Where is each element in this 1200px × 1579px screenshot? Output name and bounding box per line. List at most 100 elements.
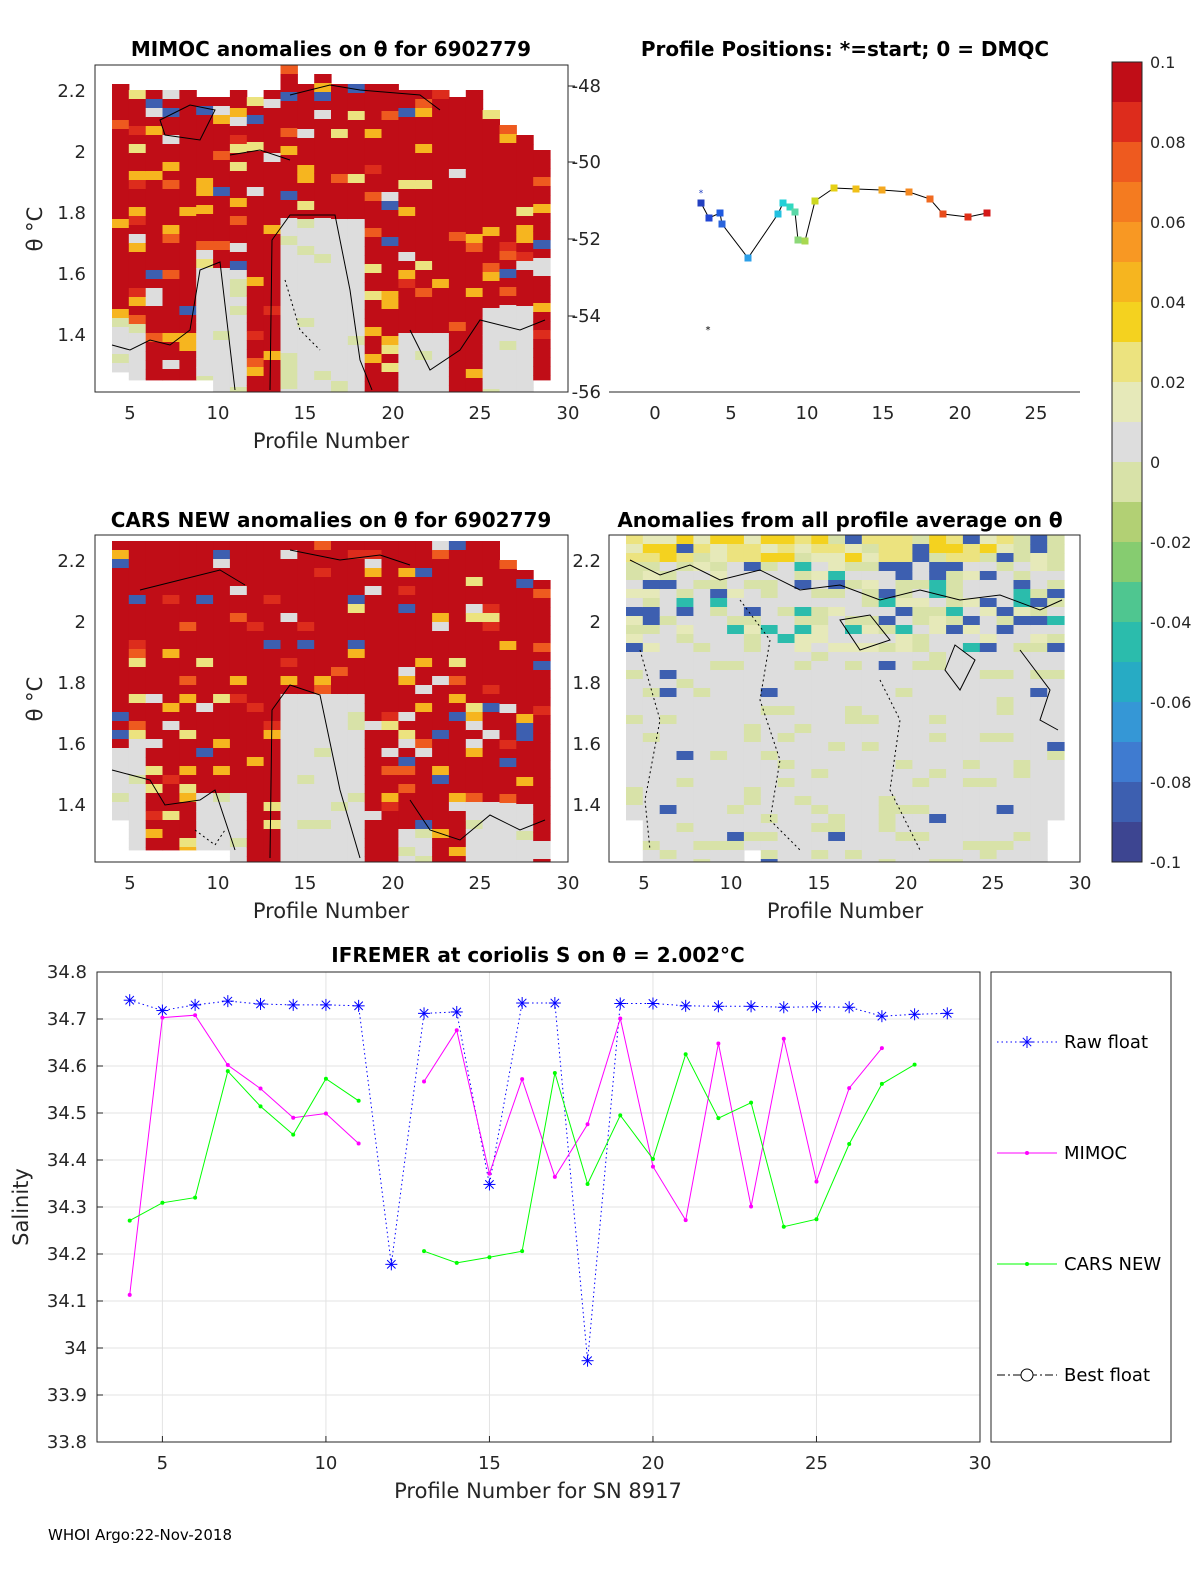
anomaly-cell (659, 823, 678, 833)
anomaly-cell (381, 640, 399, 650)
anomaly-cell (448, 631, 467, 641)
anomaly-cell (760, 769, 779, 779)
anomaly-cell (929, 796, 947, 806)
anomaly-cell (811, 769, 829, 779)
anomaly-cell (381, 111, 399, 121)
anomaly-cell (145, 360, 164, 370)
anomaly-cell (297, 712, 315, 722)
anomaly-cell (878, 724, 897, 734)
anomaly-cell (314, 793, 332, 803)
anomaly-cell (347, 856, 366, 863)
anomaly-cell (710, 661, 728, 671)
anomaly-cell (196, 124, 214, 134)
anomaly-cell (533, 222, 551, 232)
anomaly-cell (962, 553, 981, 563)
anomaly-cell (128, 757, 147, 767)
anomaly-cell (516, 270, 534, 280)
anomaly-cell (246, 133, 265, 143)
anomaly-cell (128, 676, 147, 686)
anomaly-cell (280, 119, 298, 129)
anomaly-cell (331, 129, 349, 139)
raw-float-point (777, 1001, 790, 1014)
anomaly-cell (145, 784, 164, 794)
anomaly-cell (415, 775, 433, 785)
anomaly-cell (432, 775, 450, 785)
anomaly-cell (516, 660, 534, 670)
anomaly-cell (128, 685, 147, 695)
anomaly-cell (280, 631, 298, 641)
anomaly-cell (314, 586, 332, 596)
anomaly-cell (962, 859, 981, 863)
anomaly-cell (659, 832, 678, 842)
anomaly-cell (676, 697, 694, 707)
anomaly-cell (280, 227, 298, 237)
anomaly-cell (179, 622, 197, 632)
anomaly-cell (246, 829, 265, 839)
anomaly-cell (162, 640, 180, 650)
anomaly-cell (145, 811, 164, 821)
anomaly-cell (246, 304, 265, 314)
anomaly-cell (448, 178, 467, 188)
anomaly-cell (246, 268, 265, 278)
anomaly-cell (128, 144, 147, 154)
anomaly-cell (381, 811, 399, 821)
anomaly-cell (1013, 535, 1031, 545)
anomaly-cell (432, 568, 450, 578)
anomaly-cell (929, 562, 947, 572)
anomaly-cell (448, 313, 467, 323)
anomaly-cell (845, 814, 863, 824)
anomaly-cell (398, 225, 416, 235)
anomaly-cell (845, 706, 863, 716)
anomaly-cell (962, 706, 981, 716)
anomaly-cell (533, 859, 551, 863)
anomaly-cell (676, 823, 694, 833)
anomaly-cell (432, 658, 450, 668)
anomaly-cell (280, 299, 298, 309)
anomaly-cell (263, 270, 281, 280)
y-tick-label: 34.4 (47, 1150, 87, 1171)
anomaly-cell (743, 688, 762, 698)
mimoc-point (650, 1164, 655, 1169)
anomaly-cell (381, 201, 399, 211)
anomaly-cell (347, 354, 366, 364)
anomaly-cell (213, 97, 231, 107)
anomaly-cell (727, 643, 745, 653)
anomaly-cell (128, 667, 147, 677)
anomaly-cell (878, 823, 897, 833)
anomaly-cell (432, 685, 450, 695)
anomaly-cell (878, 625, 897, 635)
anomaly-cell (297, 775, 315, 785)
anomaly-cell (878, 544, 897, 554)
anomaly-cell (499, 614, 517, 624)
anomaly-cell (845, 850, 863, 860)
anomaly-cell (347, 120, 366, 130)
anomaly-cell (878, 661, 897, 671)
cars-ylabel: θ °C (23, 677, 47, 722)
anomaly-cell (516, 669, 534, 679)
anomaly-cell (626, 760, 644, 770)
anomaly-cell (811, 688, 829, 698)
anomaly-cell (482, 595, 500, 605)
colorbar-frame (1111, 61, 1143, 863)
anomaly-cell (727, 832, 745, 842)
anomaly-cell (448, 577, 467, 587)
anomaly-cell (482, 371, 500, 381)
anomaly-cell (381, 219, 399, 229)
anomaly-cell (179, 306, 197, 316)
anomaly-cell (179, 180, 197, 190)
anomaly-cell (895, 634, 913, 644)
anomaly-cell (743, 661, 762, 671)
anomaly-cell (213, 703, 231, 713)
anomaly-cell (845, 589, 863, 599)
anomaly-cell (246, 124, 265, 134)
anomaly-cell (533, 688, 551, 698)
anomaly-cell (533, 204, 551, 214)
anomaly-cell (280, 245, 298, 255)
anomaly-cell (196, 694, 214, 704)
anomaly-cell (912, 535, 930, 545)
anomaly-cell (213, 748, 231, 758)
anomaly-cell (196, 631, 214, 641)
anomaly-cell (946, 778, 964, 788)
anomaly-cell (179, 189, 197, 199)
colorbar-tick: 0.1 (1150, 53, 1175, 72)
